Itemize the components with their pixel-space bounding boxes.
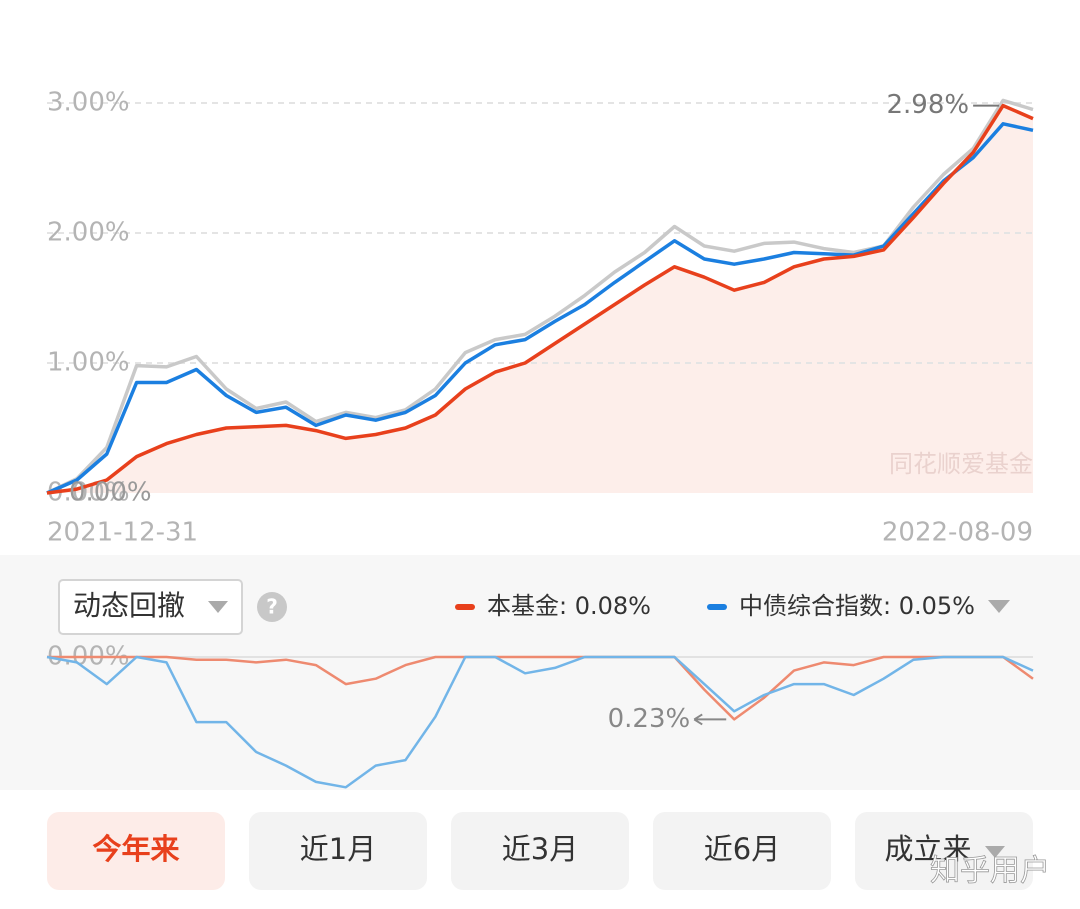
period-button[interactable] bbox=[249, 812, 427, 890]
period-arrow bbox=[985, 846, 1005, 858]
annotation: 0.23% bbox=[608, 704, 691, 734]
period-button[interactable] bbox=[653, 812, 831, 890]
period-label[interactable]: 近6月 bbox=[704, 832, 780, 866]
period-label[interactable]: 成立来 bbox=[884, 832, 971, 866]
period-label[interactable]: 近1月 bbox=[300, 832, 376, 866]
legend-name: 本基金 bbox=[487, 592, 559, 620]
y-tick-label: 3.00% bbox=[47, 88, 130, 118]
watermark: 同花顺爱基金 bbox=[889, 450, 1033, 478]
legend-name: 中债综合指数 bbox=[739, 592, 883, 620]
period-button[interactable] bbox=[855, 812, 1033, 890]
selector-arrow bbox=[208, 601, 228, 613]
y-tick-label: 2.00% bbox=[47, 218, 130, 248]
period-button[interactable] bbox=[451, 812, 629, 890]
annotation: 2.98% bbox=[887, 90, 970, 120]
x-tick-label: 2021-12-31 bbox=[47, 518, 198, 548]
area bbox=[47, 105, 1033, 493]
legend-value: 0.08% bbox=[575, 592, 651, 620]
annotation-arrow bbox=[693, 713, 727, 726]
line bbox=[46, 103, 1034, 495]
line bbox=[47, 655, 1034, 721]
x-tick-label: 2022-08-09 bbox=[882, 518, 1033, 548]
selector-label[interactable]: 动态回撤 bbox=[73, 589, 185, 622]
legend-text: 中债综合指数: 0.05% bbox=[739, 592, 975, 620]
legend-value: 0.05% bbox=[899, 592, 975, 620]
line bbox=[46, 122, 1034, 495]
legend-swatch bbox=[707, 604, 727, 610]
legend-separator: : bbox=[559, 592, 575, 620]
legend-swatch bbox=[455, 604, 475, 610]
line bbox=[46, 655, 1034, 789]
period-button[interactable] bbox=[47, 812, 225, 890]
period-label[interactable]: 近3月 bbox=[502, 832, 578, 866]
y-tick-label: 1.00% bbox=[47, 348, 130, 378]
help-icon[interactable] bbox=[257, 592, 287, 622]
selector-box[interactable] bbox=[58, 579, 243, 635]
legend-text: 本基金: 0.08% bbox=[487, 592, 651, 620]
footer-watermark: 知乎用户 bbox=[930, 854, 1050, 889]
help-text[interactable]: ? bbox=[266, 595, 278, 619]
period-label[interactable]: 今年来 bbox=[92, 832, 179, 866]
annotation: 0.00% bbox=[69, 478, 152, 508]
legend-separator: : bbox=[883, 592, 899, 620]
legend-arrow bbox=[988, 600, 1010, 613]
